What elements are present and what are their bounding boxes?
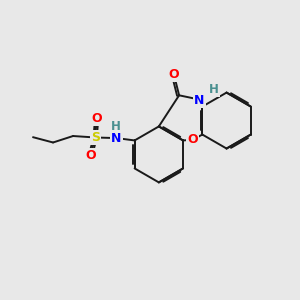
Text: H: H	[209, 83, 219, 96]
Text: O: O	[188, 133, 198, 146]
Text: O: O	[169, 68, 179, 81]
Text: O: O	[91, 112, 102, 125]
Text: H: H	[111, 120, 121, 134]
Text: N: N	[194, 94, 205, 106]
Text: N: N	[111, 132, 122, 145]
Text: S: S	[91, 131, 100, 144]
Text: O: O	[85, 149, 96, 162]
